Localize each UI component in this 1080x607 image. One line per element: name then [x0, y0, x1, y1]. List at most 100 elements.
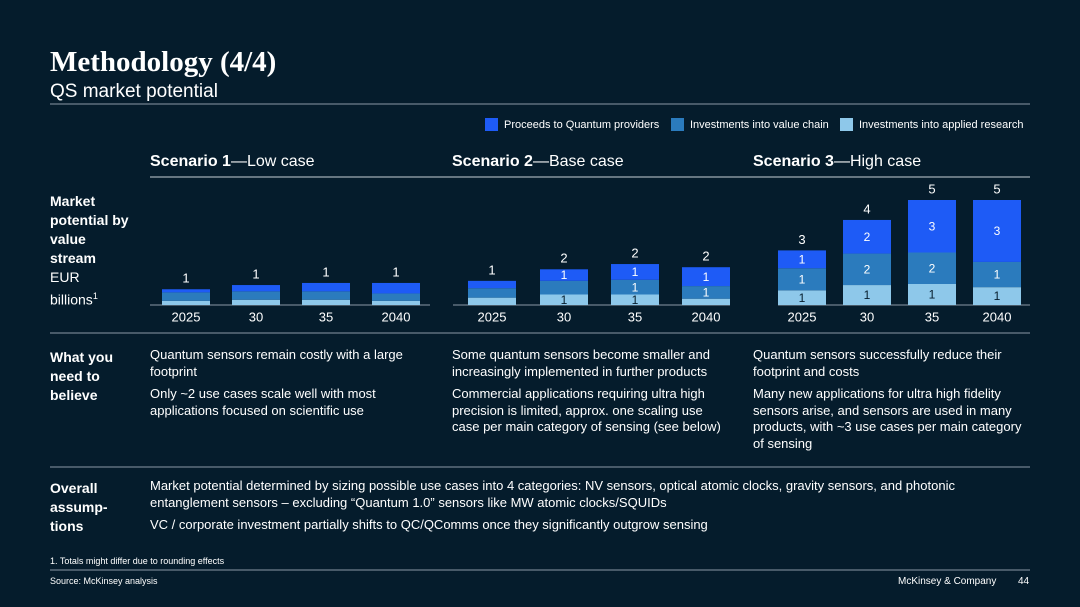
- legend-label: Investments into applied research: [859, 119, 1023, 131]
- bar-segment: [540, 269, 588, 281]
- bar-segment: [162, 289, 210, 293]
- bar-segment: [232, 285, 280, 292]
- subtitle: QS market potential: [50, 81, 218, 102]
- row-label-bold: Market potential by value stream: [50, 193, 129, 266]
- bar-segment: [162, 300, 210, 305]
- bar-segment: [778, 250, 826, 269]
- x-tick-label: 2040: [983, 309, 1012, 324]
- segment-label: 2: [864, 230, 871, 244]
- bar-segment: [372, 282, 420, 294]
- total-label: 2: [631, 245, 638, 260]
- legend-swatch: [485, 118, 498, 131]
- bar-segment: [908, 252, 956, 284]
- total-label: 4: [863, 201, 870, 216]
- segment-label: 1: [929, 288, 936, 302]
- bar-segment: [843, 253, 891, 286]
- bar-segment: [540, 294, 588, 305]
- chart-title-bold: Scenario 3: [753, 153, 834, 170]
- total-label: 3: [798, 232, 805, 247]
- company: McKinsey & Company: [898, 576, 997, 587]
- bar-segment: [372, 293, 420, 301]
- chart-title-bold: Scenario 2: [452, 153, 533, 170]
- bar-segment: [540, 280, 588, 295]
- unit-label: EUR billions: [50, 269, 93, 308]
- bar-segment: [908, 200, 956, 253]
- bar-segment: [778, 268, 826, 291]
- total-label: 1: [322, 264, 329, 279]
- segment-label: 2: [929, 261, 936, 275]
- believe-column: Quantum sensors successfully reduce thei…: [753, 347, 1033, 458]
- total-label: 2: [702, 249, 709, 264]
- segment-label: 1: [994, 289, 1001, 303]
- row-label: Market potential by value stream EUR bil…: [50, 192, 130, 310]
- page-number: 44: [1018, 576, 1030, 587]
- chart-title: Scenario 2—Base case: [452, 153, 624, 170]
- bar-segment: [611, 264, 659, 280]
- chart-title-text: —Low case: [231, 153, 315, 170]
- x-tick-label: 30: [249, 309, 263, 324]
- x-tick-label: 30: [860, 309, 874, 324]
- believe-column: Some quantum sensors become smaller and …: [452, 347, 732, 442]
- legend-label: Proceeds to Quantum providers: [504, 119, 660, 131]
- total-label: 5: [928, 181, 935, 196]
- x-tick-label: 2025: [788, 309, 817, 324]
- text: Market potential determined by sizing po…: [150, 478, 955, 510]
- chart-title-text: —Base case: [533, 153, 624, 170]
- bar-segment: [682, 298, 730, 305]
- segment-label: 1: [799, 272, 806, 286]
- bar-segment: [302, 299, 350, 305]
- x-tick-label: 35: [628, 309, 642, 324]
- bar-segment: [372, 300, 420, 305]
- total-label: 1: [252, 266, 259, 281]
- text: Many new applications for ultra high fid…: [753, 386, 1022, 451]
- segment-label: 1: [561, 293, 568, 307]
- bar-segment: [162, 292, 210, 301]
- x-tick-label: 2040: [382, 309, 411, 324]
- overall-text: Market potential determined by sizing po…: [150, 478, 1020, 540]
- text: Commercial applications requiring ultra …: [452, 386, 721, 434]
- chart-title: Scenario 1—Low case: [150, 153, 315, 170]
- segment-label: 3: [994, 224, 1001, 238]
- bar-segment: [778, 290, 826, 305]
- bar-segment: [973, 261, 1021, 288]
- bar-segment: [302, 282, 350, 292]
- x-tick-label: 30: [557, 309, 571, 324]
- bar-segment: [468, 280, 516, 289]
- legend-swatch: [840, 118, 853, 131]
- text: Only ~2 use cases scale well with most a…: [150, 386, 376, 418]
- total-label: 1: [488, 262, 495, 277]
- bar-segment: [232, 299, 280, 305]
- bar-segment: [908, 284, 956, 305]
- row-label: What you need to believe: [50, 349, 113, 403]
- title: Methodology (4/4): [50, 46, 277, 78]
- segment-label: 1: [799, 252, 806, 266]
- bar-segment: [468, 288, 516, 298]
- text: Quantum sensors successfully reduce thei…: [753, 347, 1002, 379]
- text: VC / corporate investment partially shif…: [150, 517, 708, 532]
- bar-segment: [843, 219, 891, 254]
- text: Quantum sensors remain costly with a lar…: [150, 347, 403, 379]
- bar-segment: [611, 294, 659, 305]
- segment-label: 1: [632, 293, 639, 307]
- bar-segment: [682, 286, 730, 299]
- chart-title-bold: Scenario 1: [150, 153, 231, 170]
- x-tick-label: 2025: [172, 309, 201, 324]
- total-label: 1: [182, 271, 189, 286]
- segment-label: 1: [703, 270, 710, 284]
- segment-label: 1: [799, 291, 806, 305]
- total-label: 1: [392, 264, 399, 279]
- x-tick-label: 2040: [692, 309, 721, 324]
- source: Source: McKinsey analysis: [50, 576, 158, 586]
- text: Some quantum sensors become smaller and …: [452, 347, 710, 379]
- segment-label: 1: [703, 286, 710, 300]
- total-label: 2: [560, 251, 567, 266]
- bar-segment: [468, 297, 516, 305]
- believe-column: Quantum sensors remain costly with a lar…: [150, 347, 430, 425]
- segment-label: 3: [929, 219, 936, 233]
- footnote-mark: 1: [92, 291, 98, 301]
- bar-segment: [302, 291, 350, 300]
- bar-segment: [843, 285, 891, 305]
- segment-label: 1: [632, 265, 639, 279]
